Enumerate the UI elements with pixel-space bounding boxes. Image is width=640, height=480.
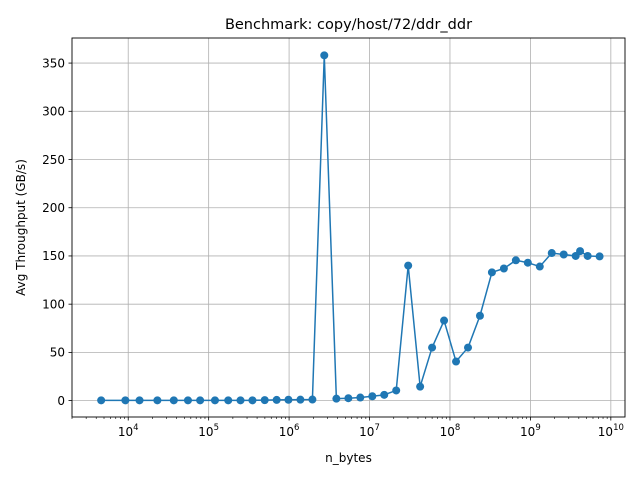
y-tick-label: 150: [42, 249, 65, 263]
data-point: [547, 249, 556, 258]
y-tick-label: 300: [42, 105, 65, 119]
x-tick-exponent: 7: [374, 423, 379, 433]
data-point: [404, 261, 413, 270]
y-axis-label: Avg Throughput (GB/s): [14, 159, 28, 296]
x-tick-base: 10: [440, 425, 455, 439]
y-tick-label: 250: [42, 153, 65, 167]
data-point: [368, 392, 377, 401]
data-point: [121, 396, 130, 405]
data-point: [559, 250, 568, 259]
data-point: [97, 396, 106, 405]
data-point: [452, 357, 461, 366]
x-tick-exponent: 10: [613, 423, 624, 433]
data-point: [332, 394, 341, 403]
data-point: [380, 390, 389, 399]
data-point: [135, 396, 144, 405]
data-point: [320, 51, 329, 60]
data-point: [236, 396, 245, 405]
x-tick-exponent: 4: [133, 423, 138, 433]
data-point: [416, 382, 425, 391]
x-tick-base: 10: [118, 425, 133, 439]
chart-title: Benchmark: copy/host/72/ddr_ddr: [225, 17, 472, 33]
data-point: [210, 396, 219, 405]
data-point: [392, 386, 401, 395]
data-point: [499, 264, 508, 273]
x-tick-base: 10: [359, 425, 374, 439]
x-tick-exponent: 8: [455, 423, 460, 433]
x-tick-base: 10: [198, 425, 213, 439]
x-tick-base: 10: [279, 425, 294, 439]
y-tick-label: 200: [42, 201, 65, 215]
x-tick-label: 1010: [598, 423, 624, 439]
x-tick-exponent: 9: [535, 423, 540, 433]
data-point: [308, 395, 317, 404]
data-point: [511, 256, 520, 265]
x-tick-exponent: 6: [294, 423, 299, 433]
data-point: [487, 268, 496, 277]
data-point: [272, 395, 281, 404]
x-tick-base: 10: [520, 425, 535, 439]
data-point: [183, 396, 192, 405]
data-point: [356, 393, 365, 402]
data-point: [523, 258, 532, 267]
x-tick-base: 10: [598, 425, 613, 439]
x-axis-label: n_bytes: [325, 451, 372, 465]
data-point: [344, 394, 353, 403]
y-tick-label: 0: [57, 394, 65, 408]
data-point: [260, 396, 269, 405]
data-point: [224, 396, 233, 405]
data-layer: [97, 51, 604, 405]
data-point: [296, 395, 305, 404]
x-tick-label: 108: [440, 423, 461, 439]
grid-layer: [72, 38, 625, 417]
data-point: [196, 396, 205, 405]
y-tick-label: 350: [42, 56, 65, 70]
x-tick-label: 105: [198, 423, 219, 439]
plot-frame: [71, 37, 626, 418]
data-point: [583, 251, 592, 260]
x-tick-label: 109: [520, 423, 541, 439]
x-tick-label: 106: [279, 423, 300, 439]
y-tick-label: 50: [50, 346, 65, 360]
data-point: [428, 343, 437, 352]
data-point: [464, 343, 473, 352]
data-point: [535, 262, 544, 271]
data-point: [248, 396, 257, 405]
x-tick-label: 107: [359, 423, 380, 439]
x-tick-label: 104: [118, 423, 139, 439]
data-point: [153, 396, 162, 405]
data-point: [475, 311, 484, 320]
data-point: [284, 395, 293, 404]
data-point: [169, 396, 178, 405]
x-tick-exponent: 5: [214, 423, 219, 433]
y-tick-label: 100: [42, 297, 65, 311]
data-point: [576, 247, 585, 256]
data-point: [595, 252, 604, 261]
data-point: [440, 316, 449, 325]
